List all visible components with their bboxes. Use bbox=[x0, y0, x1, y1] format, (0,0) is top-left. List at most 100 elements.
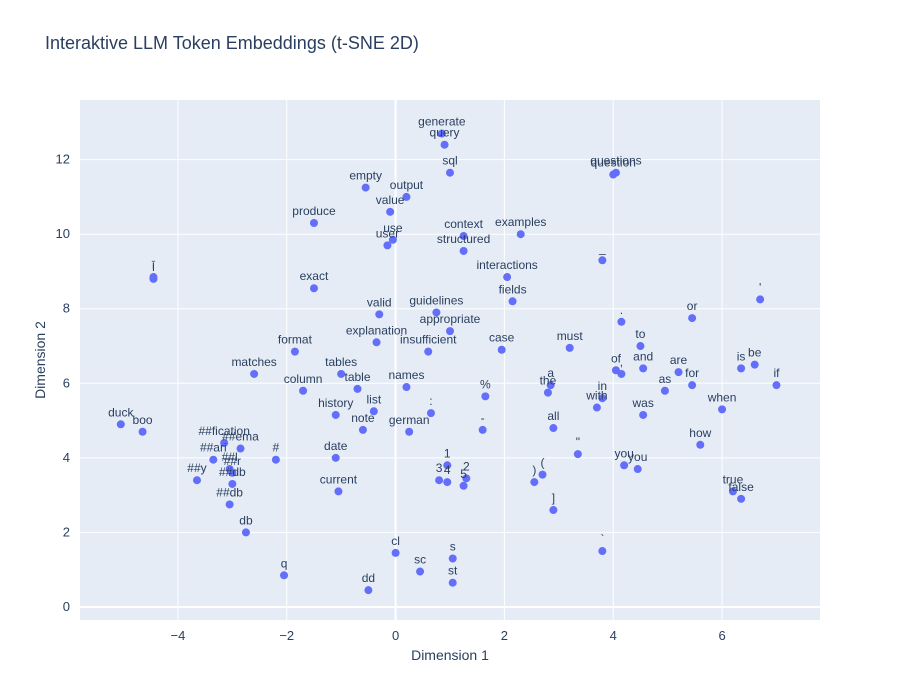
data-point[interactable]: . bbox=[617, 317, 626, 326]
data-point[interactable]: 1 bbox=[443, 461, 452, 470]
data-point[interactable]: ' bbox=[756, 295, 765, 304]
data-point[interactable]: duck bbox=[116, 420, 125, 429]
data-point[interactable]: st bbox=[448, 578, 457, 587]
data-point[interactable]: ##db bbox=[225, 500, 234, 509]
data-point[interactable]: ( bbox=[538, 470, 547, 479]
data-point[interactable]: fields bbox=[508, 297, 517, 306]
data-point[interactable]: with bbox=[592, 403, 601, 412]
data-point[interactable]: generate bbox=[437, 129, 446, 138]
data-point[interactable]: interactions bbox=[503, 273, 512, 282]
data-point[interactable]: % bbox=[481, 392, 490, 401]
data-point[interactable]: true bbox=[728, 487, 737, 496]
data-point[interactable]: ) bbox=[530, 478, 539, 487]
data-point[interactable]: current bbox=[334, 487, 343, 496]
data-point[interactable]: be bbox=[750, 360, 759, 369]
y-tick-label: 6 bbox=[63, 375, 70, 390]
data-point[interactable]: produce bbox=[309, 219, 318, 228]
data-point[interactable]: context bbox=[459, 232, 468, 241]
data-point[interactable]: 3 bbox=[435, 476, 444, 485]
data-point[interactable]: insufficient bbox=[424, 347, 433, 356]
data-point[interactable]: cl bbox=[391, 548, 400, 557]
data-point[interactable]: examples bbox=[516, 230, 525, 239]
data-point[interactable]: use bbox=[388, 235, 397, 244]
data-point[interactable]: table bbox=[353, 384, 362, 393]
point-label: appropriate bbox=[420, 312, 481, 326]
data-point[interactable]: names bbox=[402, 383, 411, 392]
data-point[interactable]: : bbox=[426, 409, 435, 418]
data-point[interactable]: are bbox=[674, 368, 683, 377]
data-point[interactable]: output bbox=[402, 192, 411, 201]
data-point[interactable]: is bbox=[737, 364, 746, 373]
data-point[interactable]: ##fication bbox=[220, 438, 229, 447]
data-point[interactable]: column bbox=[299, 386, 308, 395]
data-point[interactable]: date bbox=[331, 453, 340, 462]
data-point[interactable]: ` bbox=[598, 547, 607, 556]
data-point[interactable]: - bbox=[478, 425, 487, 434]
data-point[interactable]: case bbox=[497, 345, 506, 354]
data-point[interactable]: for bbox=[688, 381, 697, 390]
data-point[interactable]: user bbox=[383, 241, 392, 250]
point-label: . bbox=[620, 303, 623, 317]
point-label: is bbox=[737, 349, 746, 363]
data-point[interactable]: history bbox=[331, 410, 340, 419]
data-points[interactable]: generatequerysqlquestionsquestionemptyou… bbox=[116, 129, 781, 595]
data-point[interactable]: boo bbox=[138, 427, 147, 436]
data-point[interactable]: i bbox=[149, 274, 158, 283]
data-point[interactable]: " bbox=[573, 450, 582, 459]
data-point[interactable]: appropriate bbox=[446, 327, 454, 336]
data-point[interactable]: was bbox=[639, 410, 648, 419]
data-point[interactable]: ##r bbox=[228, 468, 237, 477]
data-point[interactable]: german bbox=[405, 427, 414, 436]
data-point[interactable]: # bbox=[271, 455, 280, 464]
data-point[interactable]: note bbox=[358, 425, 367, 434]
data-point[interactable]: ] bbox=[549, 506, 558, 515]
data-point[interactable]: all bbox=[549, 424, 558, 433]
data-point[interactable]: or bbox=[688, 314, 697, 323]
data-point[interactable]: value bbox=[386, 207, 395, 216]
data-point[interactable]: db bbox=[241, 528, 250, 537]
data-point[interactable]: you bbox=[633, 465, 642, 474]
data-point[interactable]: 2 bbox=[462, 474, 471, 483]
data-point[interactable]: to bbox=[636, 342, 645, 351]
data-point[interactable]: _ bbox=[598, 256, 607, 265]
data-point[interactable]: false bbox=[737, 494, 746, 503]
data-point[interactable]: how bbox=[696, 440, 705, 449]
data-point[interactable]: tables bbox=[337, 369, 346, 378]
data-point[interactable]: format bbox=[290, 347, 299, 356]
data-point[interactable]: ##y bbox=[192, 476, 201, 485]
data-point[interactable]: the bbox=[543, 388, 552, 397]
data-point[interactable]: as bbox=[660, 386, 669, 395]
data-point[interactable]: explanation bbox=[372, 338, 381, 347]
data-point[interactable]: question bbox=[609, 170, 618, 179]
data-point[interactable]: list bbox=[369, 407, 378, 416]
data-point[interactable]: valid bbox=[375, 310, 384, 319]
data-point[interactable]: , bbox=[617, 369, 626, 378]
data-point[interactable]: when bbox=[718, 405, 727, 414]
data-point[interactable]: empty bbox=[361, 183, 370, 192]
data-point[interactable]: sc bbox=[416, 567, 425, 576]
data-point[interactable]: query bbox=[440, 140, 449, 149]
data-point[interactable]: must bbox=[565, 343, 574, 352]
data-point[interactable]: exact bbox=[309, 284, 318, 293]
data-point[interactable]: you bbox=[620, 461, 629, 470]
data-point[interactable]: q bbox=[280, 571, 289, 580]
data-point[interactable]: in bbox=[598, 394, 607, 403]
data-point[interactable]: dd bbox=[364, 586, 373, 595]
data-point[interactable]: structured bbox=[459, 246, 468, 255]
data-point[interactable]: ##ema bbox=[236, 444, 245, 453]
data-point[interactable]: a bbox=[546, 381, 555, 390]
data-point[interactable]: s bbox=[448, 554, 457, 563]
data-point[interactable]: 4 bbox=[443, 478, 452, 487]
point-label: for bbox=[685, 366, 699, 380]
point-label: in bbox=[598, 379, 607, 393]
data-point[interactable]: ##ari bbox=[209, 455, 218, 464]
data-point[interactable]: if bbox=[772, 381, 781, 390]
data-point[interactable]: ##db bbox=[228, 479, 237, 488]
data-point[interactable]: guidelines bbox=[432, 308, 441, 317]
data-point[interactable]: and bbox=[639, 364, 648, 373]
point-label: names bbox=[388, 368, 424, 382]
data-point[interactable]: matches bbox=[250, 369, 259, 378]
data-point[interactable]: sql bbox=[446, 168, 454, 177]
data-point[interactable]: 5 bbox=[459, 481, 468, 490]
